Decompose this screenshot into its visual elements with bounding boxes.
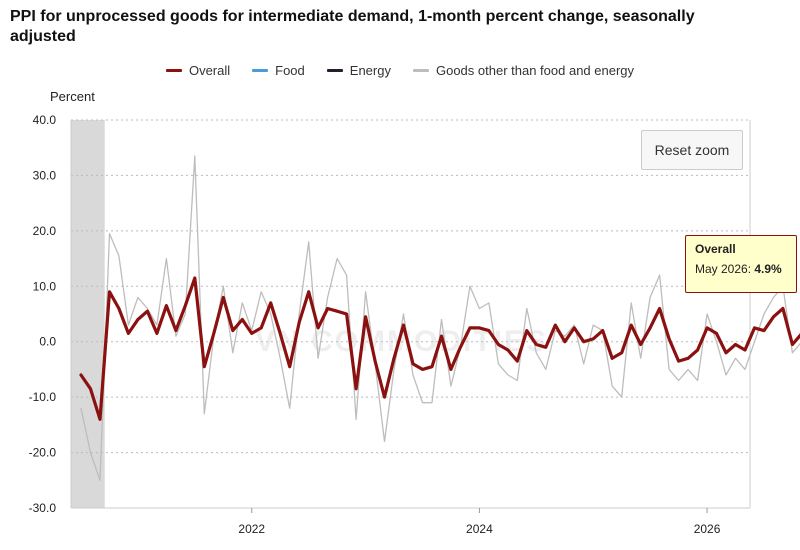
y-tick-label: -20.0 <box>29 446 57 460</box>
y-tick-label: 20.0 <box>33 224 57 238</box>
chart-legend: Overall Food Energy Goods other than food a… <box>0 60 800 80</box>
tooltip-series-name: Overall <box>695 242 736 256</box>
legend-item-overall[interactable]: Overall <box>165 60 231 80</box>
series-line-overall <box>79 276 800 421</box>
legend-label: Overall <box>188 62 231 78</box>
legend-label: Energy <box>349 62 391 78</box>
legend-item-energy[interactable]: Energy <box>326 60 391 80</box>
legend-label: Food <box>275 62 305 78</box>
chart-title: PPI for unprocessed goods for intermedia… <box>10 8 695 45</box>
tooltip-body: May 2026: 4.9% <box>695 262 787 276</box>
x-tick-label: 2022 <box>238 522 265 536</box>
tooltip-date: May 2026: <box>695 262 755 276</box>
y-tick-label: 40.0 <box>33 113 57 127</box>
y-axis-label: Percent <box>50 89 95 104</box>
legend-item-food[interactable]: Food <box>252 60 305 80</box>
legend-swatch <box>165 68 182 72</box>
recession-shading <box>71 120 105 508</box>
y-tick-label: 0.0 <box>39 335 56 349</box>
y-tick-label: -10.0 <box>29 390 57 404</box>
series-line-goods-other-than-food-and-energy <box>80 155 800 481</box>
y-tick-label: 10.0 <box>33 279 57 293</box>
legend-item-goods-other-than-food-and-energy[interactable]: Goods other than food and energy <box>412 60 635 80</box>
legend-label: Goods other than food and energy <box>435 62 635 78</box>
reset-zoom-button[interactable]: Reset zoom <box>641 130 743 170</box>
tooltip-value: 4.9% <box>754 262 782 276</box>
legend-swatch <box>326 68 343 72</box>
legend-swatch <box>252 68 269 72</box>
x-tick-label: 2026 <box>694 522 721 536</box>
legend-swatch <box>412 68 429 72</box>
x-tick-label: 2024 <box>466 522 493 536</box>
y-tick-label: -30.0 <box>29 501 57 515</box>
data-tooltip: Overall May 2026: 4.9% <box>685 235 797 293</box>
y-tick-label: 30.0 <box>33 168 57 182</box>
